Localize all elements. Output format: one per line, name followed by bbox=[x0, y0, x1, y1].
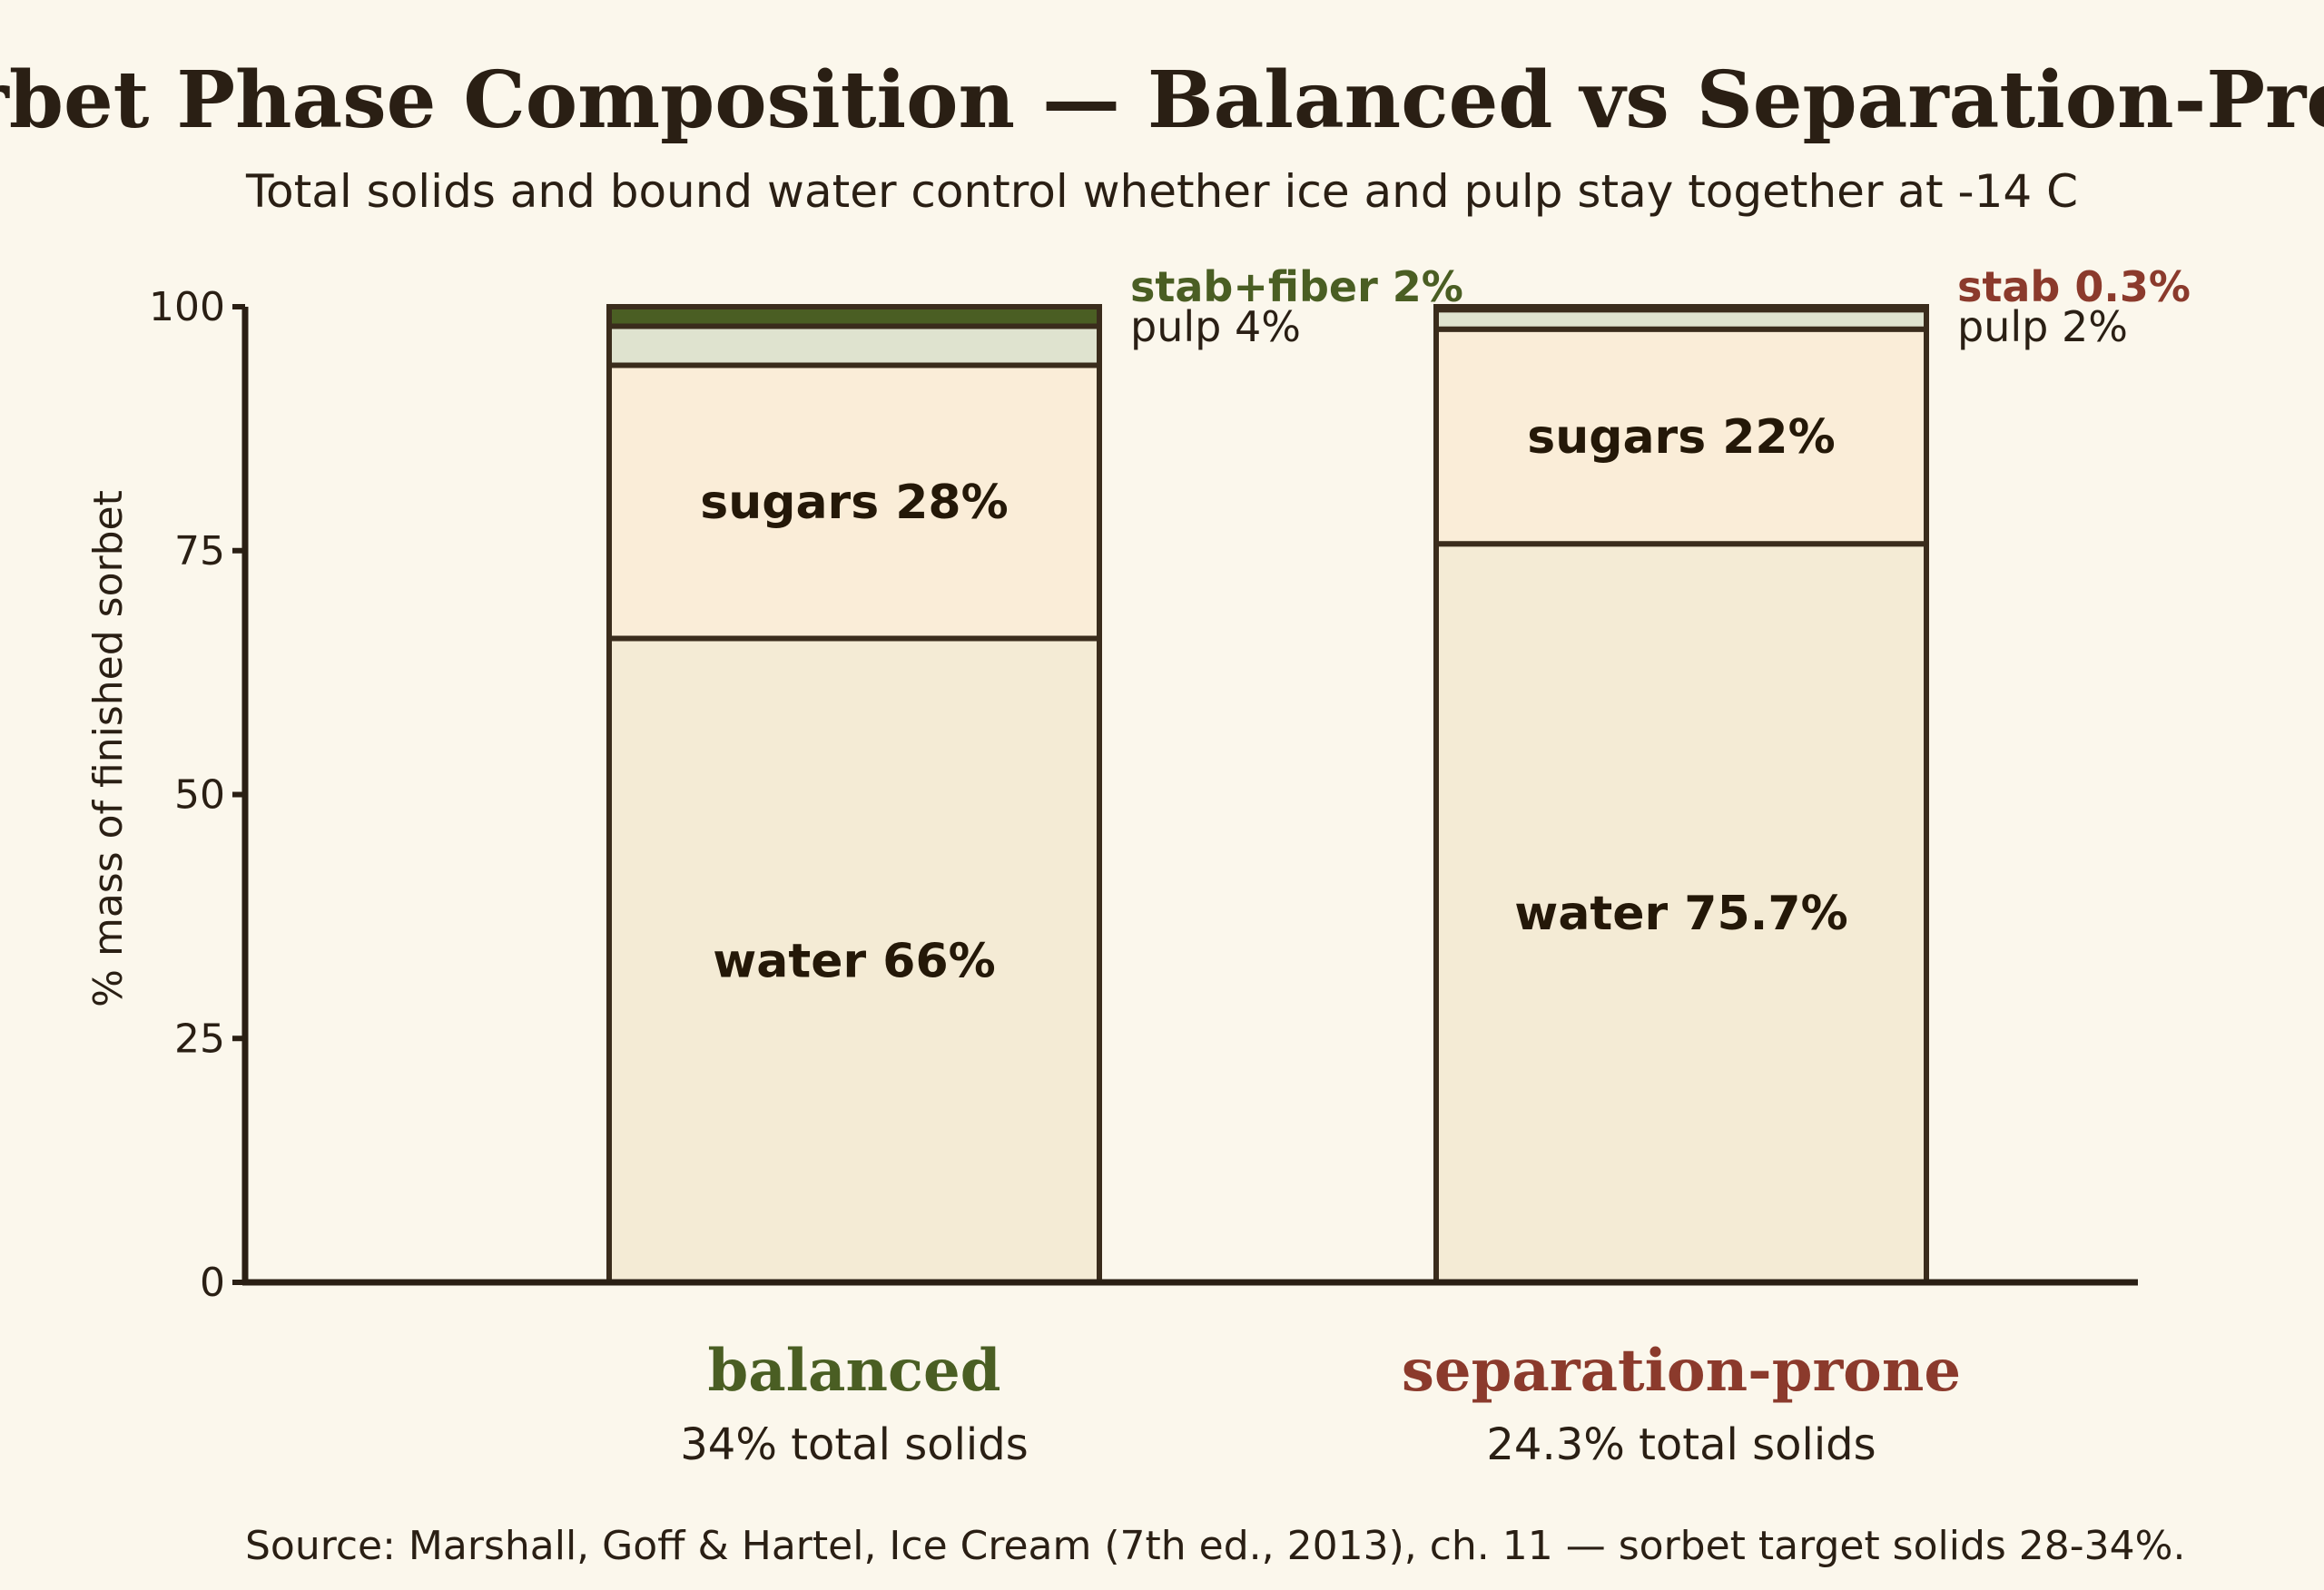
y-tick-label: 0 bbox=[200, 1260, 225, 1306]
segment-label-pulp: pulp 2% bbox=[1957, 302, 2128, 351]
bar-segment-pulp bbox=[1433, 307, 1929, 332]
segment-label-pulp: pulp 4% bbox=[1130, 302, 1301, 351]
category-subtitle: 34% total solids bbox=[680, 1419, 1028, 1470]
chart-subtitle: Total solids and bound water control whe… bbox=[245, 165, 2078, 218]
y-axis-label: % mass of finished sorbet bbox=[85, 490, 132, 1007]
source-note: Source: Marshall, Goff & Hartel, Ice Cre… bbox=[245, 1523, 2185, 1569]
y-tick-label: 25 bbox=[174, 1016, 225, 1062]
bar-segment-pulp bbox=[606, 323, 1102, 368]
bar-segment-sugars bbox=[606, 362, 1102, 642]
segment-label-stab: stab+fiber 2% bbox=[1130, 262, 1463, 311]
segment-label-water: water 75.7% bbox=[1514, 887, 1847, 941]
y-tick-label: 100 bbox=[149, 284, 225, 330]
plot-area: 0 25 50 75 100 water 66% sugars 28% stab+fiber … bbox=[149, 262, 2191, 1470]
category-label: balanced bbox=[708, 1337, 1001, 1405]
category-label: separation-prone bbox=[1402, 1337, 1961, 1405]
y-tick-label: 75 bbox=[174, 528, 225, 574]
segment-label-sugars: sugars 22% bbox=[1527, 410, 1835, 465]
segment-label-water: water 66% bbox=[713, 934, 995, 988]
segment-label-sugars: sugars 28% bbox=[700, 476, 1008, 530]
category-subtitle: 24.3% total solids bbox=[1486, 1419, 1876, 1470]
chart-title: Sorbet Phase Composition — Balanced vs S… bbox=[0, 54, 2324, 146]
bar-segment-sugars bbox=[1433, 326, 1929, 547]
y-tick-label: 50 bbox=[174, 772, 225, 819]
segment-label-stab: stab 0.3% bbox=[1957, 262, 2191, 311]
bar-segment-stab bbox=[1433, 304, 1929, 313]
bar-segment-stab bbox=[606, 304, 1102, 329]
